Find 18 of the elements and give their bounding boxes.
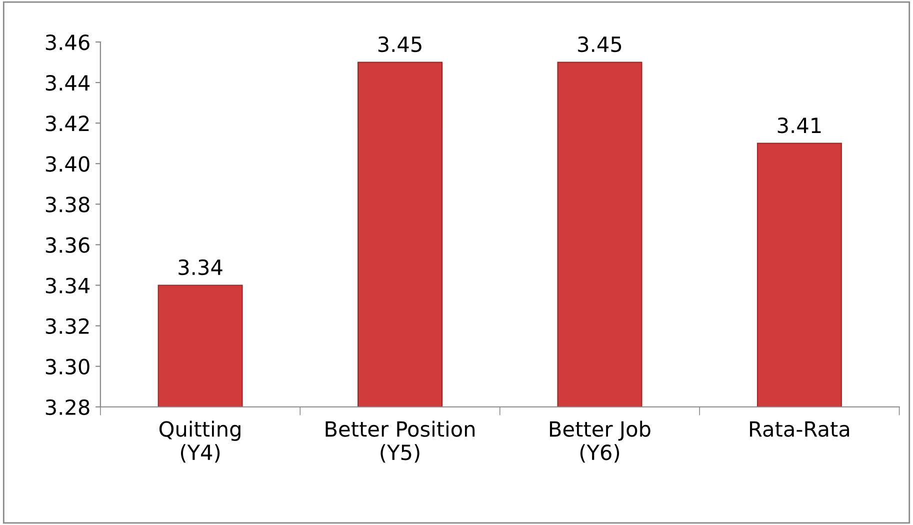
y-tick-label: 3.36 — [46, 237, 90, 253]
x-tick-label: Rata-Rata — [750, 421, 850, 437]
x-tick-label: Better Position (Y5) — [326, 420, 475, 463]
data-label: 3.45 — [578, 36, 622, 52]
y-tick-label: 3.44 — [46, 74, 90, 91]
data-label: 3.45 — [378, 36, 422, 52]
y-tick-label: 3.32 — [46, 318, 89, 334]
x-tick-label: Better Job (Y6) — [550, 420, 650, 463]
x-tick-label: Quitting (Y4) — [159, 420, 240, 463]
y-tick-label: 3.34 — [46, 278, 90, 294]
y-tick-label: 3.40 — [46, 156, 90, 172]
data-label: 3.41 — [778, 117, 821, 134]
y-tick-label: 3.46 — [46, 34, 90, 50]
y-tick-label: 3.30 — [46, 358, 90, 375]
y-tick-label: 3.28 — [46, 399, 90, 416]
data-label: 3.34 — [178, 259, 222, 276]
y-tick-label: 3.38 — [46, 196, 90, 212]
y-tick-label: 3.42 — [46, 116, 89, 132]
